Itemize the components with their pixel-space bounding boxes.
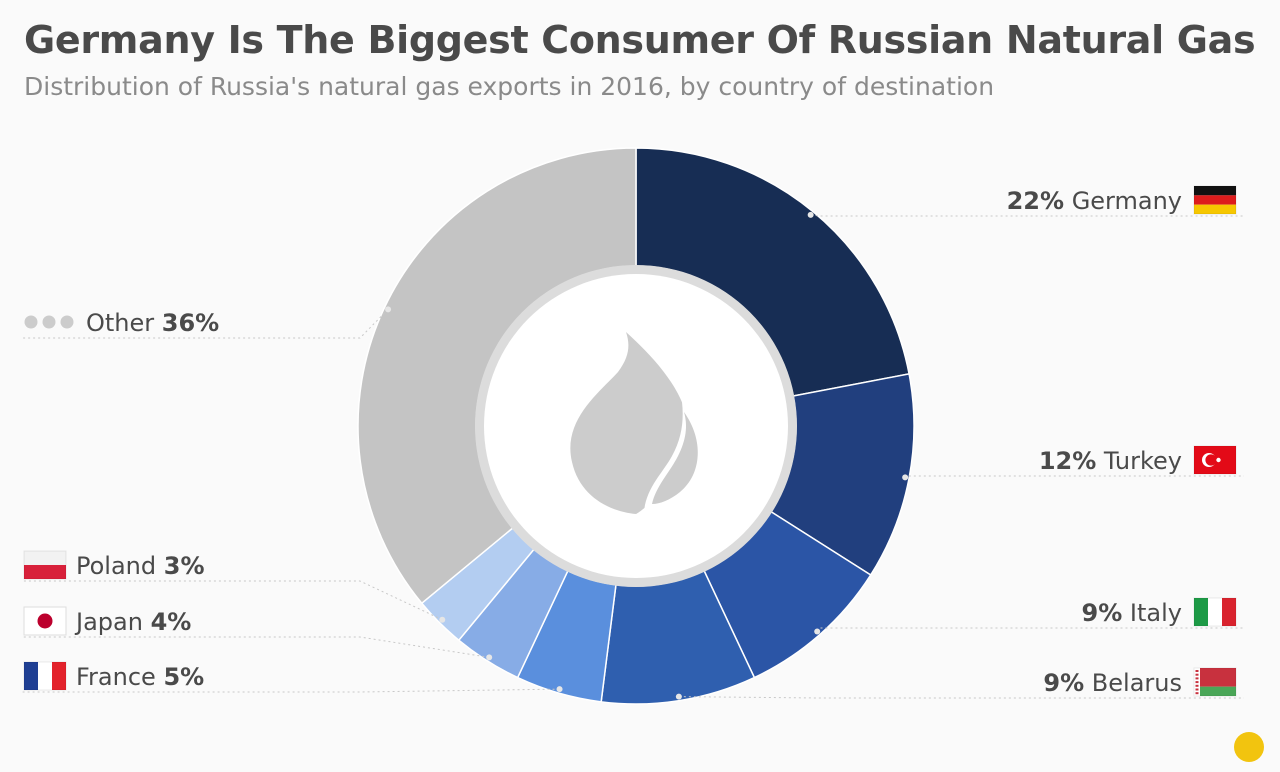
belarus-flag-icon: [1193, 667, 1237, 697]
slice-name-poland: Poland: [76, 552, 164, 580]
slice-value-turkey: 12%: [1039, 447, 1096, 475]
slice-value-japan: 4%: [151, 608, 192, 636]
leader-line-other: [22, 308, 389, 339]
label-italy: 9% Italy: [1082, 597, 1237, 627]
leader-line-japan: [22, 636, 490, 658]
slice-name-turkey: Turkey: [1096, 447, 1182, 475]
slice-name-germany: Germany: [1064, 187, 1182, 215]
dots-flag-icon: [24, 315, 74, 329]
leader-line-germany: [810, 214, 1244, 217]
france-flag-icon: [23, 661, 67, 691]
slice-name-japan: Japan: [74, 608, 151, 636]
svg-text:12% Turkey: 12% Turkey: [1039, 447, 1182, 475]
donut-center: [475, 265, 797, 587]
label-turkey: 12% Turkey: [1039, 445, 1237, 475]
slice-name-italy: Italy: [1122, 599, 1182, 627]
leader-lines: [22, 211, 1244, 700]
leader-dot-france: [556, 686, 563, 693]
leader-dot-poland: [439, 616, 446, 623]
slice-value-poland: 3%: [164, 552, 205, 580]
slice-value-germany: 22%: [1007, 187, 1064, 215]
slice-name-other: Other: [86, 309, 162, 337]
chart-title: Germany Is The Biggest Consumer Of Russi…: [24, 18, 1256, 62]
leader-line-turkey: [904, 475, 1244, 478]
germany-flag-icon: [1193, 185, 1237, 215]
slice-value-other: 36%: [162, 309, 219, 337]
label-germany: 22% Germany: [1007, 185, 1237, 215]
label-belarus: 9% Belarus: [1043, 667, 1237, 697]
flame-icon: [570, 332, 703, 514]
leader-dot-italy: [814, 628, 821, 635]
leader-dot-turkey: [902, 474, 909, 481]
leader-dot-germany: [807, 211, 814, 218]
label-poland: Poland 3%: [23, 550, 205, 580]
slice-name-belarus: Belarus: [1084, 669, 1182, 697]
leader-dot-japan: [486, 654, 493, 661]
slice-value-france: 5%: [163, 663, 204, 691]
japan-flag-icon: [23, 606, 67, 636]
chart-subtitle: Distribution of Russia's natural gas exp…: [24, 72, 995, 101]
svg-text:Other 36%: Other 36%: [86, 309, 219, 337]
leader-line-france: [22, 688, 560, 693]
leader-line-poland: [22, 580, 443, 621]
svg-text:9% Italy: 9% Italy: [1082, 599, 1182, 627]
slice-value-italy: 9%: [1082, 599, 1123, 627]
turkey-flag-icon: [1193, 445, 1237, 475]
leader-dot-belarus: [675, 693, 682, 700]
svg-text:France 5%: France 5%: [76, 663, 204, 691]
italy-flag-icon: [1193, 597, 1237, 627]
label-japan: Japan 4%: [23, 606, 191, 636]
slice-name-france: France: [76, 663, 163, 691]
svg-text:Poland 3%: Poland 3%: [76, 552, 205, 580]
svg-text:Japan 4%: Japan 4%: [74, 608, 191, 636]
leader-dot-other: [385, 306, 392, 313]
leader-line-belarus: [678, 696, 1244, 699]
poland-flag-icon: [23, 550, 67, 580]
donut-slices: [357, 147, 915, 705]
svg-text:22% Germany: 22% Germany: [1007, 187, 1182, 215]
leader-line-italy: [816, 627, 1244, 632]
slice-value-belarus: 9%: [1043, 669, 1084, 697]
label-france: France 5%: [23, 661, 204, 691]
logo-icon: [1234, 732, 1264, 762]
label-other: Other 36%: [24, 309, 219, 337]
svg-text:9% Belarus: 9% Belarus: [1043, 669, 1182, 697]
